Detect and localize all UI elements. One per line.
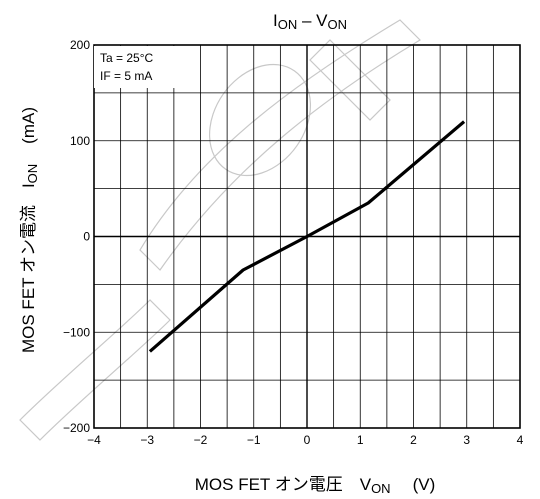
title-i: I: [273, 11, 278, 30]
y-tick-label: −100: [63, 325, 90, 339]
title-sub-on: ON: [278, 17, 298, 32]
tick-labels: −4 −3 −2 −1 0 1 2 3 4 −200 −100 0 100 200: [63, 38, 524, 447]
y-tick-label: 0: [83, 230, 90, 244]
title-sub-on-2: ON: [327, 17, 347, 32]
plot-frame: [93, 44, 521, 429]
x-axis-label-sub: ON: [371, 481, 391, 496]
x-tick-label: 0: [304, 433, 311, 447]
plot-frame-rect: [93, 44, 521, 429]
conditions-box: Ta = 25°C IF = 5 mA: [94, 46, 178, 88]
x-tick-label: −3: [140, 433, 154, 447]
x-axis-label-main: MOS FET オン電圧 V: [195, 475, 372, 494]
y-tick-label: 100: [70, 134, 90, 148]
title-sep: – V: [297, 11, 328, 30]
series-line-0: [148, 120, 466, 353]
condition-if: IF = 5 mA: [100, 69, 152, 83]
x-axis-label-unit: (V): [413, 475, 436, 494]
y-tick-label: −200: [63, 421, 90, 435]
condition-ta: Ta = 25°C: [100, 51, 153, 65]
y-axis-label-sub: ON: [25, 164, 40, 184]
chart-title: ION – VON: [273, 11, 347, 32]
x-tick-label: 2: [410, 433, 417, 447]
y-axis-label-main: MOS FET オン電流 I: [19, 183, 38, 353]
x-tick-label: 4: [517, 433, 524, 447]
x-tick-label: 1: [357, 433, 364, 447]
x-tick-label: 3: [463, 433, 470, 447]
x-tick-label: −2: [194, 433, 208, 447]
conditions-box-rect: [94, 46, 178, 88]
y-axis-label-unit: (mA): [19, 107, 38, 144]
x-tick-label: −4: [87, 433, 101, 447]
series-layer: [148, 120, 466, 353]
x-axis-label: MOS FET オン電圧 VON (V): [195, 475, 435, 496]
y-tick-label: 200: [70, 38, 90, 52]
watermark: [19, 19, 421, 441]
y-axis-label: MOS FET オン電流 ION (mA): [19, 107, 40, 353]
x-tick-label: −1: [247, 433, 261, 447]
